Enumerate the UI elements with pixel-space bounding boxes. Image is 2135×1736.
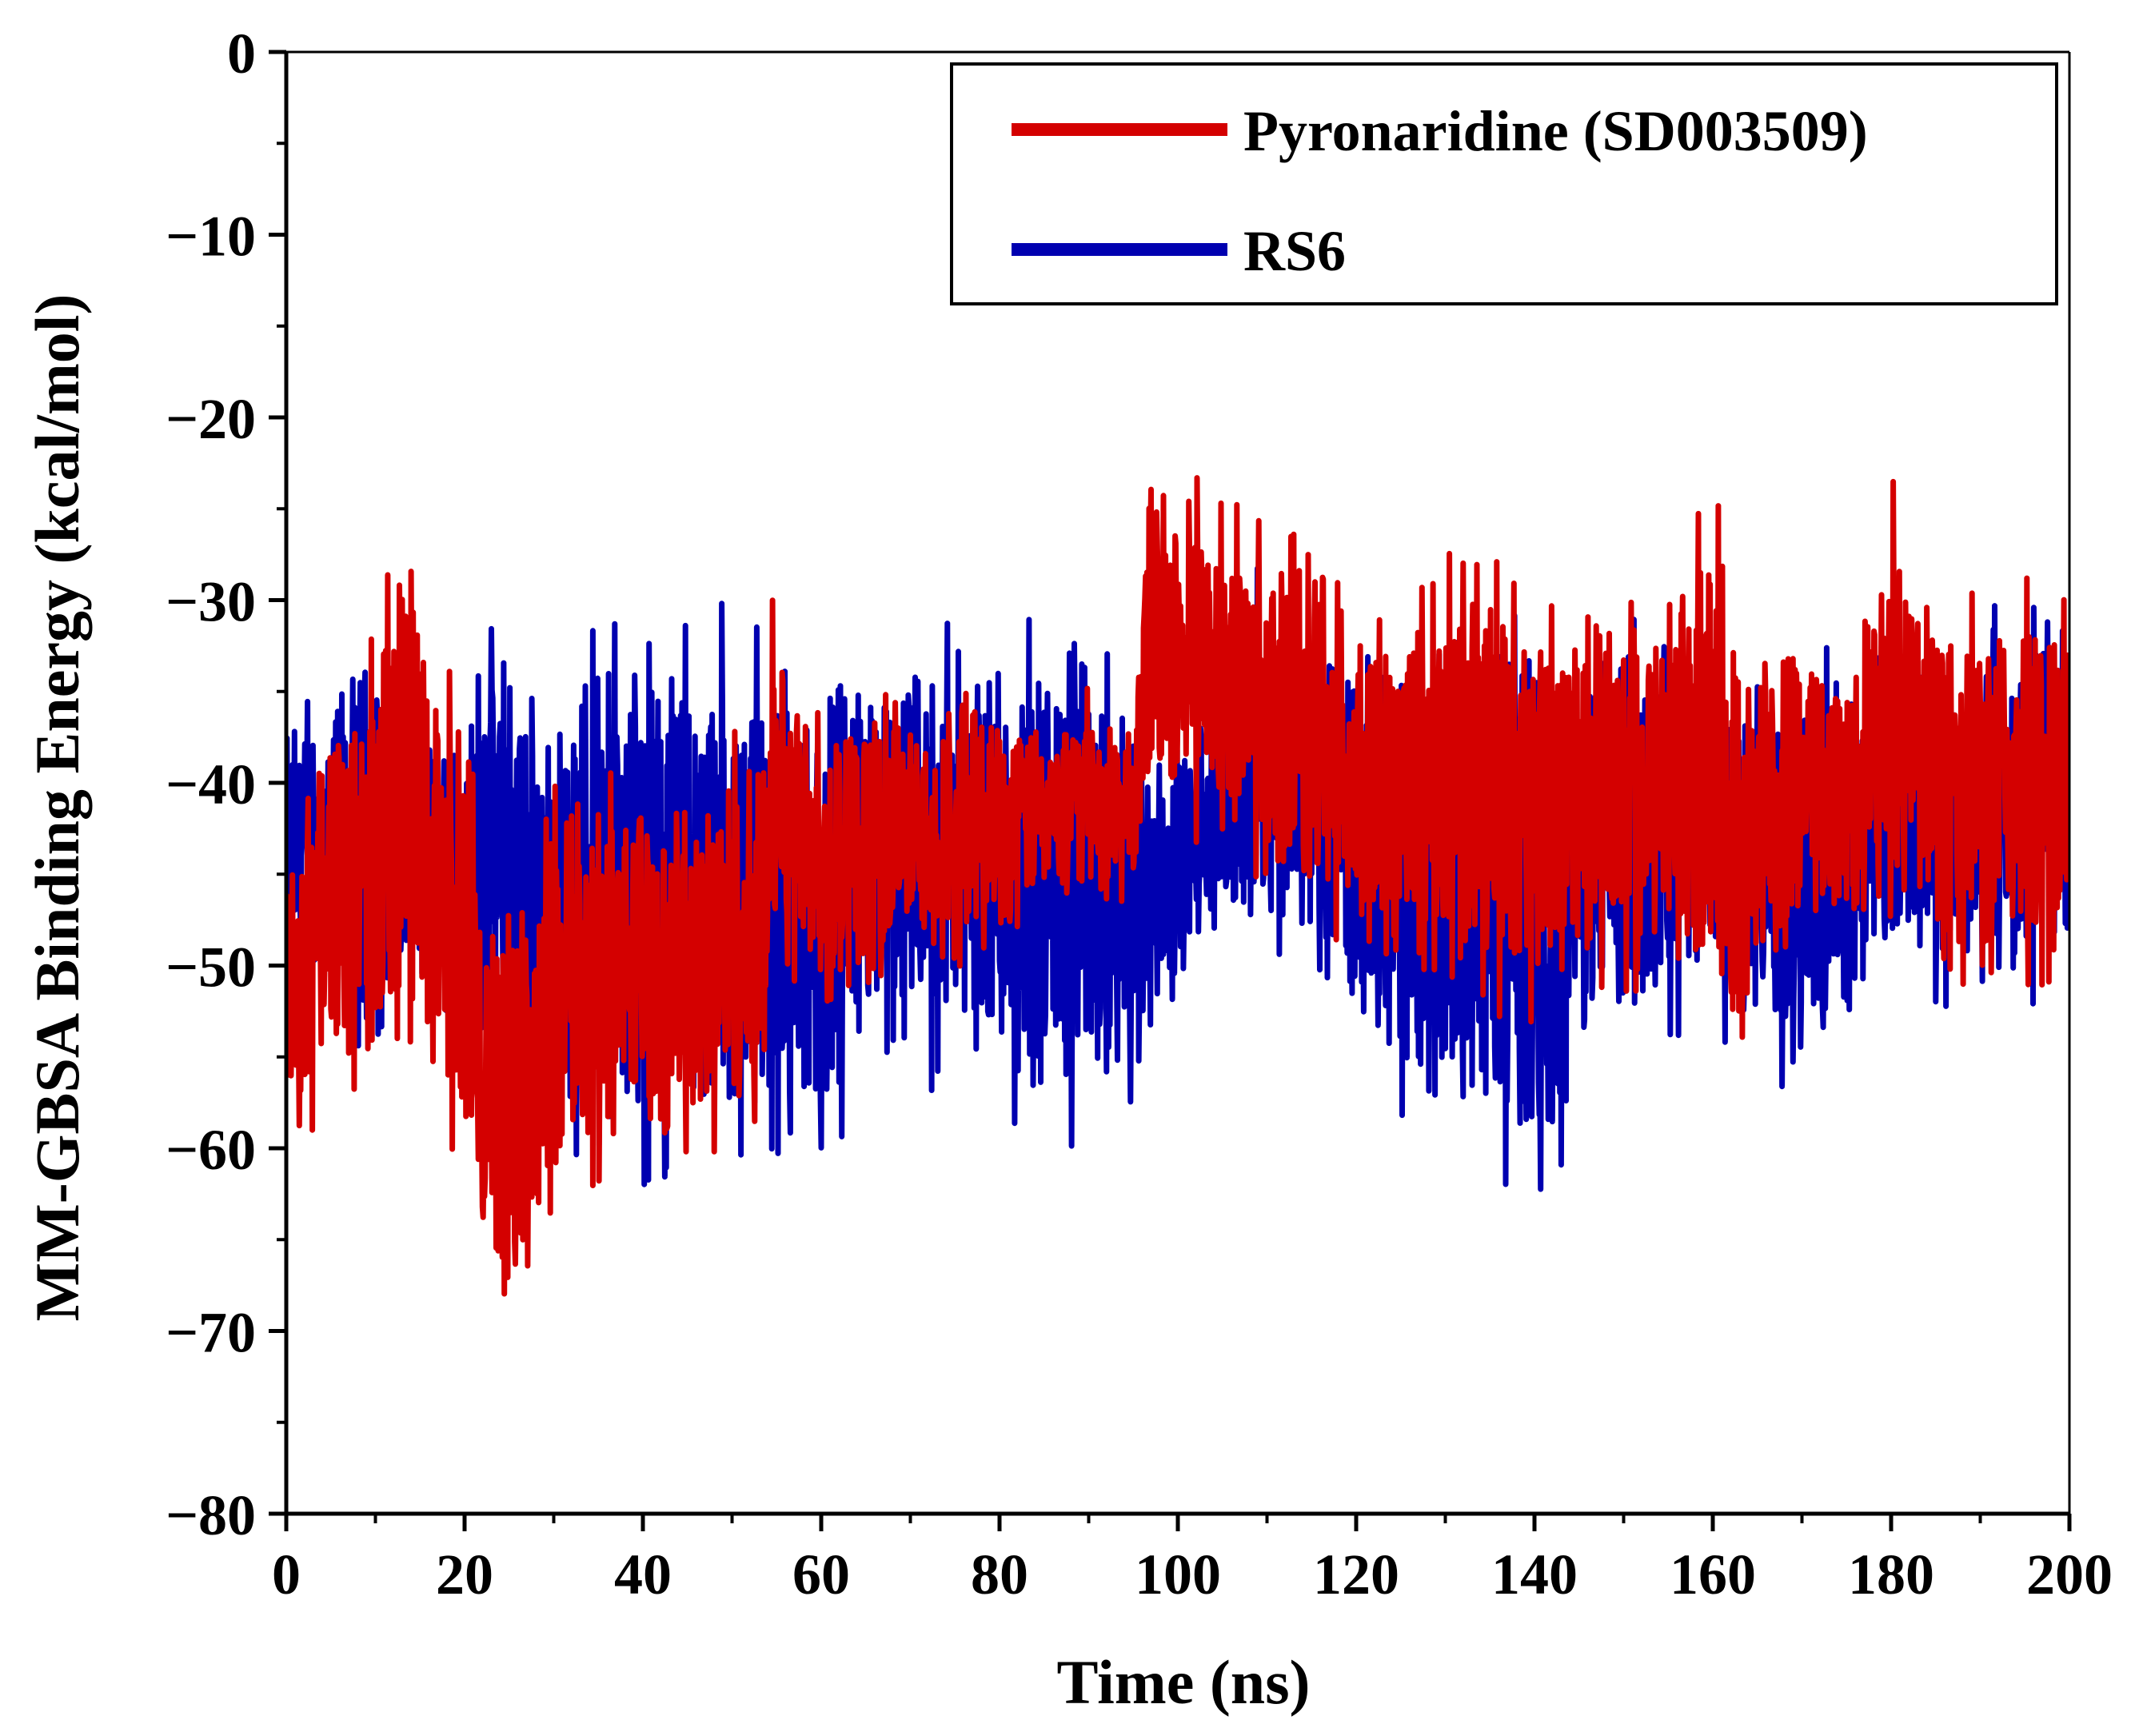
- x-tick-label: 0: [272, 1542, 301, 1606]
- legend-label-rs6: RS6: [1243, 219, 1346, 283]
- y-axis-title: MM-GBSA Binding Energy (kcal/mol): [22, 294, 92, 1322]
- y-tick-label: −70: [166, 1301, 256, 1365]
- axes: 0 20 40 60 80 100 120 140 160 180 200 0 −10 −20 −30 −40…: [166, 22, 2113, 1606]
- series-line-pyronaridine-sd003509: [286, 475, 2069, 1297]
- y-tick-label: −40: [166, 752, 256, 816]
- y-tick-label: −60: [166, 1118, 256, 1182]
- x-axis-title: Time (ns): [1056, 1647, 1310, 1717]
- y-tick-label: −10: [166, 205, 256, 269]
- plot-area: [286, 475, 2069, 1297]
- legend-box: [950, 62, 2058, 305]
- x-tick-label: 40: [614, 1542, 672, 1606]
- legend: Pyronaridine (SD003509) RS6: [950, 62, 2058, 305]
- y-tick-label: −20: [166, 387, 256, 451]
- x-tick-label: 80: [971, 1542, 1028, 1606]
- x-tick-label: 200: [2026, 1542, 2113, 1606]
- x-tick-label: 180: [1848, 1542, 1934, 1606]
- x-tick-label: 20: [436, 1542, 493, 1606]
- x-tick-label: 160: [1670, 1542, 1756, 1606]
- x-tick-label: 120: [1313, 1542, 1399, 1606]
- y-tick-label: −30: [166, 570, 256, 634]
- y-tick-label: 0: [227, 22, 256, 86]
- legend-label-pyronaridine: Pyronaridine (SD003509): [1243, 99, 1868, 163]
- x-tick-label: 140: [1491, 1542, 1578, 1606]
- y-tick-label: −80: [166, 1483, 256, 1547]
- x-tick-label: 100: [1135, 1542, 1221, 1606]
- x-tick-label: 60: [792, 1542, 850, 1606]
- y-tick-label: −50: [166, 936, 256, 1000]
